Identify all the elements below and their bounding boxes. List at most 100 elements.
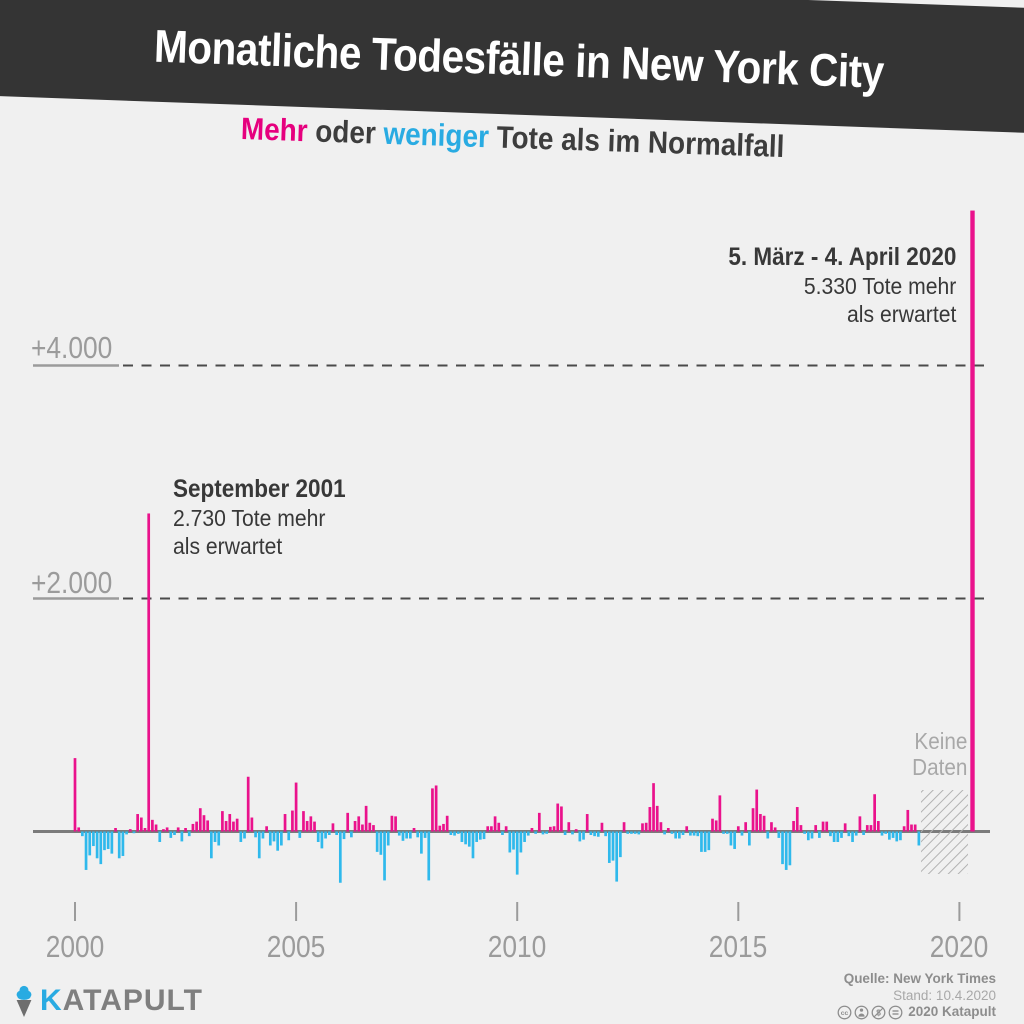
bar-positive — [795, 807, 799, 832]
bar-negative — [541, 831, 545, 835]
bar-negative — [298, 831, 302, 838]
bar-positive — [291, 810, 294, 832]
bar-negative — [482, 831, 486, 840]
bar-negative — [847, 831, 851, 837]
logo-rest: ATAPULT — [62, 984, 203, 1017]
bar-positive — [873, 794, 876, 832]
bar-positive — [165, 827, 169, 832]
bar-positive — [73, 758, 77, 832]
bar-positive — [655, 805, 659, 832]
bar-negative — [677, 831, 681, 839]
bar-negative — [327, 831, 331, 835]
x-tick-label-2020: 2020 — [930, 929, 989, 964]
bar-positive — [143, 828, 147, 832]
bar-negative — [375, 831, 379, 852]
bar-positive — [250, 817, 254, 832]
bar-positive — [560, 806, 563, 832]
annotation-covid-2020-line2: als erwartet — [846, 301, 956, 328]
bar-positive — [714, 820, 718, 832]
bar-positive — [128, 829, 132, 832]
bar-covid-2020 — [970, 210, 975, 832]
bar-positive — [751, 808, 755, 832]
bar-positive — [659, 822, 663, 832]
nc-icon: $ — [871, 1005, 886, 1020]
bar-negative — [862, 831, 865, 835]
license-text: 2020 Katapult — [908, 1004, 996, 1019]
x-tick-label-2005: 2005 — [266, 929, 326, 964]
bar-negative — [563, 831, 567, 835]
bar-negative — [571, 831, 574, 835]
bar-positive — [759, 814, 762, 832]
bar-positive — [195, 821, 198, 832]
bar-negative — [854, 831, 858, 836]
bar-negative — [471, 831, 475, 859]
bar-positive — [191, 823, 195, 832]
bar-positive — [574, 829, 578, 832]
bar-negative — [261, 831, 265, 839]
bar-positive — [202, 815, 206, 832]
bar-negative — [818, 831, 821, 838]
bar-negative — [272, 831, 276, 842]
bar-positive — [913, 824, 917, 832]
bar-negative — [589, 831, 593, 835]
bar-positive — [910, 824, 913, 832]
bar-positive — [718, 795, 722, 832]
no-data-line1: Keine — [914, 728, 967, 754]
bar-negative — [829, 831, 832, 837]
bar-positive — [773, 827, 777, 832]
bar-negative — [268, 831, 272, 846]
bar-negative — [681, 831, 685, 835]
bar-negative — [475, 831, 479, 842]
bar-negative — [460, 831, 464, 842]
bar-positive — [364, 805, 368, 832]
annotation-covid-2020-title: 5. März - 4. April 2020 — [727, 243, 956, 271]
bar-positive — [711, 818, 714, 832]
bar-negative — [453, 831, 456, 836]
bar-positive — [843, 823, 847, 832]
bar-positive — [585, 814, 589, 832]
bar-negative — [103, 831, 106, 851]
bar-negative — [95, 831, 99, 859]
bar-negative — [611, 831, 615, 861]
bar-negative — [523, 831, 526, 842]
bar-negative — [84, 831, 88, 870]
bar-negative — [578, 831, 582, 842]
bar-negative — [180, 831, 184, 842]
bar-positive — [368, 822, 372, 832]
bar-positive — [825, 821, 829, 832]
bar-positive — [357, 816, 361, 832]
x-tick-label-2015: 2015 — [708, 929, 768, 964]
bar-negative — [405, 831, 408, 839]
nd-icon — [888, 1005, 903, 1020]
logo-wordmark: KATAPULT — [40, 984, 203, 1018]
bar-positive — [390, 815, 394, 832]
bar-negative — [851, 831, 854, 842]
bar-negative — [81, 831, 84, 837]
bar-negative — [320, 831, 324, 849]
bar-negative — [604, 831, 607, 837]
bar-negative — [92, 831, 95, 847]
bar-negative — [209, 831, 213, 859]
ice-cream-icon — [16, 985, 32, 1017]
bar-positive — [865, 825, 869, 832]
bar-negative — [173, 831, 176, 835]
bar-positive — [641, 823, 644, 832]
bar-negative — [280, 831, 283, 846]
gridline-label-4000: +4.000 — [31, 330, 113, 365]
bar-negative — [121, 831, 125, 856]
bar-positive — [438, 825, 442, 832]
bar-negative — [386, 831, 390, 846]
bar-negative — [335, 831, 338, 835]
bar-negative — [703, 831, 707, 852]
bar-positive — [442, 823, 445, 832]
bar-negative — [132, 831, 136, 834]
bar-positive — [221, 811, 224, 832]
bar-positive — [176, 827, 180, 832]
bar-positive — [814, 825, 818, 832]
bar-negative — [891, 831, 895, 838]
bar-negative — [106, 831, 110, 849]
bar-positive — [198, 808, 202, 832]
bar-positive — [246, 776, 250, 832]
bar-negative — [427, 831, 431, 881]
bar-negative — [125, 831, 128, 835]
